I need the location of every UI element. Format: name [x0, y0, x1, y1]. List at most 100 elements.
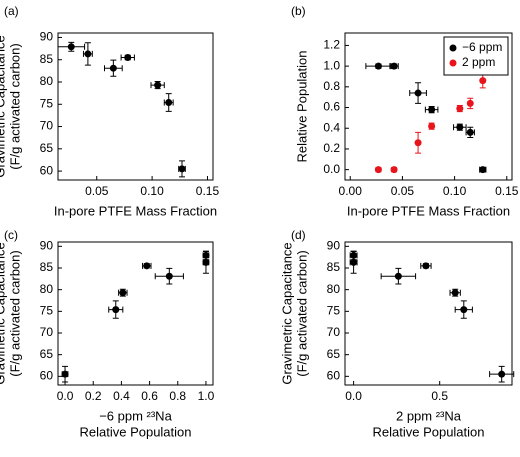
x-tick-label: 0.10	[140, 184, 164, 198]
x-tick-label: 0.00	[339, 184, 363, 198]
x-tick-label: 0.10	[443, 184, 467, 198]
panel-label: (d)	[291, 228, 306, 242]
data-point	[67, 43, 75, 51]
data-point	[84, 50, 92, 58]
x-axis-label: In-pore PTFE Mass Fraction	[54, 203, 217, 218]
data-point	[451, 289, 459, 297]
y-tick-label: 80	[40, 282, 54, 296]
x-tick-label: 0.5	[431, 389, 448, 403]
y-axis-label: Gravimetric Capacitance	[0, 35, 7, 177]
data-point	[498, 370, 506, 378]
y-axis-label: (F/g activated carbon)	[7, 43, 22, 169]
plot-frame	[344, 32, 513, 181]
y-tick-label: 85	[40, 52, 54, 66]
y-tick-label: 65	[327, 347, 341, 361]
data-point	[414, 139, 422, 147]
x-tick-label: 1.0	[198, 389, 215, 403]
y-axis-label: Gravimetric Capacitance	[279, 242, 294, 384]
data-point	[61, 370, 69, 378]
y-tick-label: 1.2	[323, 38, 340, 52]
y-tick-label: 0.2	[323, 141, 340, 155]
data-point	[165, 98, 173, 106]
data-point	[456, 105, 464, 113]
y-tick-label: 90	[40, 239, 54, 253]
legend-box	[443, 36, 509, 76]
data-point	[178, 165, 186, 173]
y-tick-label: 70	[40, 119, 54, 133]
x-axis-label: Relative Population	[372, 424, 484, 439]
data-point	[119, 289, 127, 297]
y-tick-label: 1.0	[323, 58, 340, 72]
x-axis-label: Relative Population	[79, 424, 191, 439]
x-tick-label: 0.2	[85, 389, 102, 403]
data-point	[390, 62, 398, 70]
plot-frame	[57, 241, 214, 386]
y-tick-label: 75	[40, 304, 54, 318]
data-point	[350, 258, 358, 266]
data-point	[414, 89, 422, 97]
y-tick-label: 0.6	[323, 100, 340, 114]
legend-marker	[449, 44, 457, 52]
data-point	[479, 166, 487, 174]
x-tick-label: 0.8	[169, 389, 186, 403]
data-point	[456, 123, 464, 131]
y-axis-label: (F/g activated carbon)	[294, 250, 309, 376]
y-tick-label: 85	[40, 260, 54, 274]
y-tick-label: 85	[327, 260, 341, 274]
data-point	[202, 258, 210, 266]
y-tick-label: 0.0	[323, 162, 340, 176]
data-point	[390, 166, 398, 174]
y-tick-label: 65	[40, 347, 54, 361]
y-tick-label: 90	[40, 30, 54, 44]
data-point	[422, 262, 430, 270]
x-tick-label: 0.4	[113, 389, 130, 403]
y-tick-label: 75	[327, 304, 341, 318]
x-tick-label: 0.6	[141, 389, 158, 403]
y-axis-label: (F/g activated carbon)	[7, 250, 22, 376]
data-point	[466, 99, 474, 107]
plot-frame	[344, 241, 513, 386]
data-point	[109, 64, 117, 72]
y-axis-label: Gravimetric Capacitance	[0, 242, 7, 384]
y-tick-label: 80	[40, 74, 54, 88]
data-point	[143, 262, 151, 270]
data-point	[124, 54, 132, 61]
y-tick-label: 0.4	[323, 120, 340, 134]
y-tick-label: 70	[327, 325, 341, 339]
x-tick-label: 0.05	[391, 184, 415, 198]
data-point	[374, 62, 382, 70]
data-point	[479, 77, 487, 85]
y-tick-label: 60	[40, 369, 54, 383]
y-tick-label: 90	[327, 239, 341, 253]
legend-marker	[449, 59, 457, 67]
x-axis-label: 2 ppm ²³Na	[396, 408, 462, 423]
x-axis-label: In-pore PTFE Mass Fraction	[347, 203, 510, 218]
x-tick-label: 0.15	[196, 184, 220, 198]
data-point	[374, 166, 382, 174]
x-tick-label: 0.0	[345, 389, 362, 403]
panel-label: (a)	[4, 4, 19, 18]
legend-label: 2 ppm	[462, 55, 495, 69]
data-point	[460, 306, 468, 314]
x-tick-label: 0.05	[85, 184, 109, 198]
y-tick-label: 65	[40, 141, 54, 155]
data-point	[154, 81, 162, 89]
x-axis-label: −6 ppm ²³Na	[99, 408, 172, 423]
data-point	[165, 272, 173, 280]
data-point	[428, 122, 436, 130]
y-tick-label: 75	[40, 96, 54, 110]
y-tick-label: 80	[327, 282, 341, 296]
data-point	[112, 306, 120, 314]
data-point	[466, 128, 474, 136]
y-tick-label: 0.8	[323, 79, 340, 93]
plot-frame	[57, 32, 214, 181]
panel-label: (c)	[4, 228, 18, 242]
y-tick-label: 60	[327, 369, 341, 383]
data-point	[428, 106, 436, 114]
legend-label: −6 ppm	[462, 40, 502, 54]
x-tick-label: 0.0	[57, 389, 74, 403]
y-tick-label: 60	[40, 163, 54, 177]
data-point	[394, 272, 402, 280]
